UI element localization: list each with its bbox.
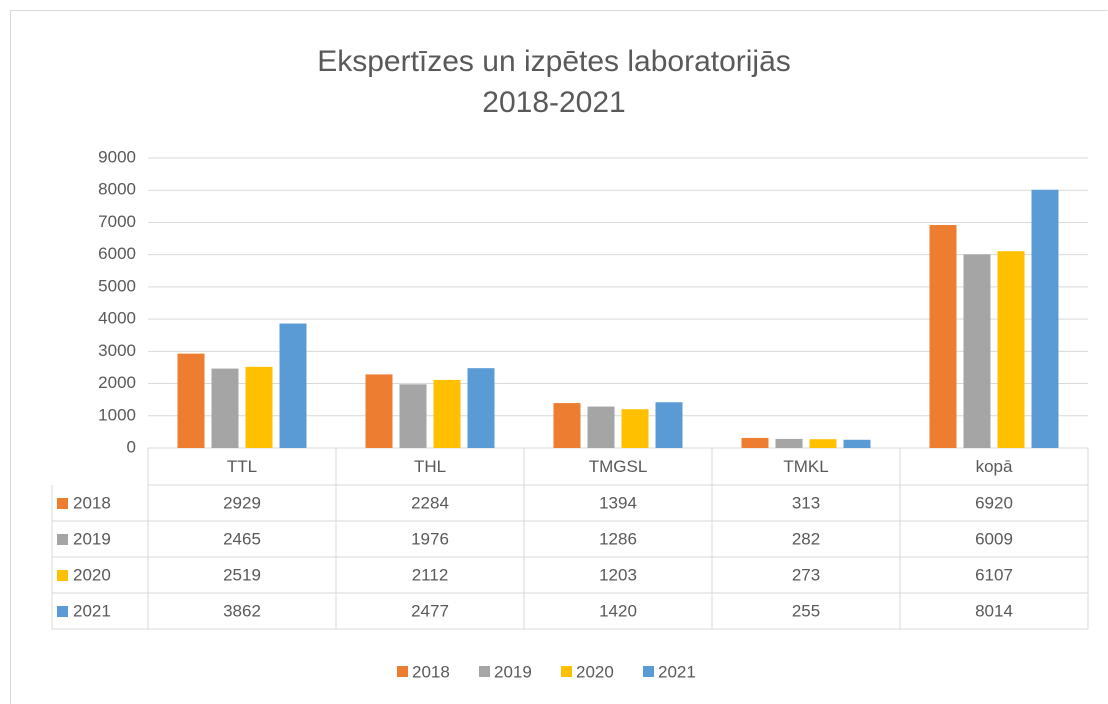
legend-key — [561, 666, 572, 677]
legend-key — [57, 570, 68, 581]
chart-border — [10, 10, 1108, 704]
y-tick-label: 3000 — [98, 341, 136, 360]
legend-key — [57, 498, 68, 509]
table-cell: 8014 — [975, 601, 1013, 620]
legend-label: 2018 — [412, 662, 450, 681]
bar — [963, 254, 991, 448]
table-cell: 1203 — [599, 565, 637, 584]
bar — [843, 439, 871, 448]
chart-title: Ekspertīzes un izpētes laboratorijās — [317, 45, 791, 78]
y-tick-label: 1000 — [98, 405, 136, 424]
table-cell: 2112 — [412, 565, 449, 584]
y-tick-label: 4000 — [98, 309, 136, 328]
x-tick-label: TMGSL — [589, 457, 648, 476]
table-row-label: 2021 — [73, 601, 111, 620]
legend-key — [397, 666, 408, 677]
x-tick-label: TMKL — [783, 457, 828, 476]
table-row-label: 2018 — [73, 493, 111, 512]
bar — [279, 323, 307, 448]
bar — [997, 251, 1025, 448]
legend-label: 2021 — [658, 662, 696, 681]
y-tick-label: 9000 — [98, 147, 136, 166]
bar — [587, 406, 615, 448]
y-tick-label: 8000 — [98, 180, 136, 199]
table-cell: 2465 — [223, 529, 261, 548]
table-row-label: 2020 — [73, 565, 111, 584]
table-cell: 313 — [792, 493, 820, 512]
legend-label: 2019 — [494, 662, 532, 681]
table-cell: 282 — [792, 529, 820, 548]
bar — [365, 374, 393, 448]
bar — [553, 403, 581, 448]
legend-key — [643, 666, 654, 677]
bar — [467, 368, 495, 448]
bar — [177, 353, 205, 448]
table-cell: 273 — [792, 565, 820, 584]
bar — [741, 437, 769, 448]
table-cell: 2519 — [223, 565, 261, 584]
table-row-label: 2019 — [73, 529, 111, 548]
y-tick-label: 7000 — [98, 212, 136, 231]
y-tick-label: 6000 — [98, 244, 136, 263]
bar — [211, 368, 239, 448]
table-cell: 1976 — [411, 529, 449, 548]
legend-key — [57, 606, 68, 617]
x-tick-label: TTL — [227, 457, 257, 476]
y-tick-label: 0 — [127, 437, 136, 456]
legend-key — [479, 666, 490, 677]
y-tick-label: 2000 — [98, 373, 136, 392]
bar — [655, 402, 683, 448]
bar — [809, 439, 837, 448]
bar — [775, 438, 803, 448]
legend-key — [57, 534, 68, 545]
table-cell: 1286 — [599, 529, 637, 548]
table-cell: 6107 — [975, 565, 1013, 584]
table-cell: 2477 — [411, 601, 449, 620]
table-cell: 255 — [792, 601, 820, 620]
x-tick-label: THL — [414, 457, 446, 476]
bar — [399, 384, 427, 448]
bar — [1031, 189, 1059, 448]
table-cell: 2284 — [411, 493, 449, 512]
table-cell: 1420 — [599, 601, 637, 620]
y-tick-label: 5000 — [98, 276, 136, 295]
bar — [929, 225, 957, 448]
bar — [245, 366, 273, 448]
table-cell: 6009 — [975, 529, 1013, 548]
bar — [433, 379, 461, 448]
chart-title: 2018-2021 — [482, 86, 625, 119]
bar — [621, 409, 649, 448]
x-tick-label: kopā — [976, 457, 1013, 476]
table-cell: 1394 — [599, 493, 637, 512]
table-cell: 3862 — [223, 601, 261, 620]
legend-label: 2020 — [576, 662, 614, 681]
table-cell: 2929 — [223, 493, 261, 512]
table-cell: 6920 — [975, 493, 1013, 512]
